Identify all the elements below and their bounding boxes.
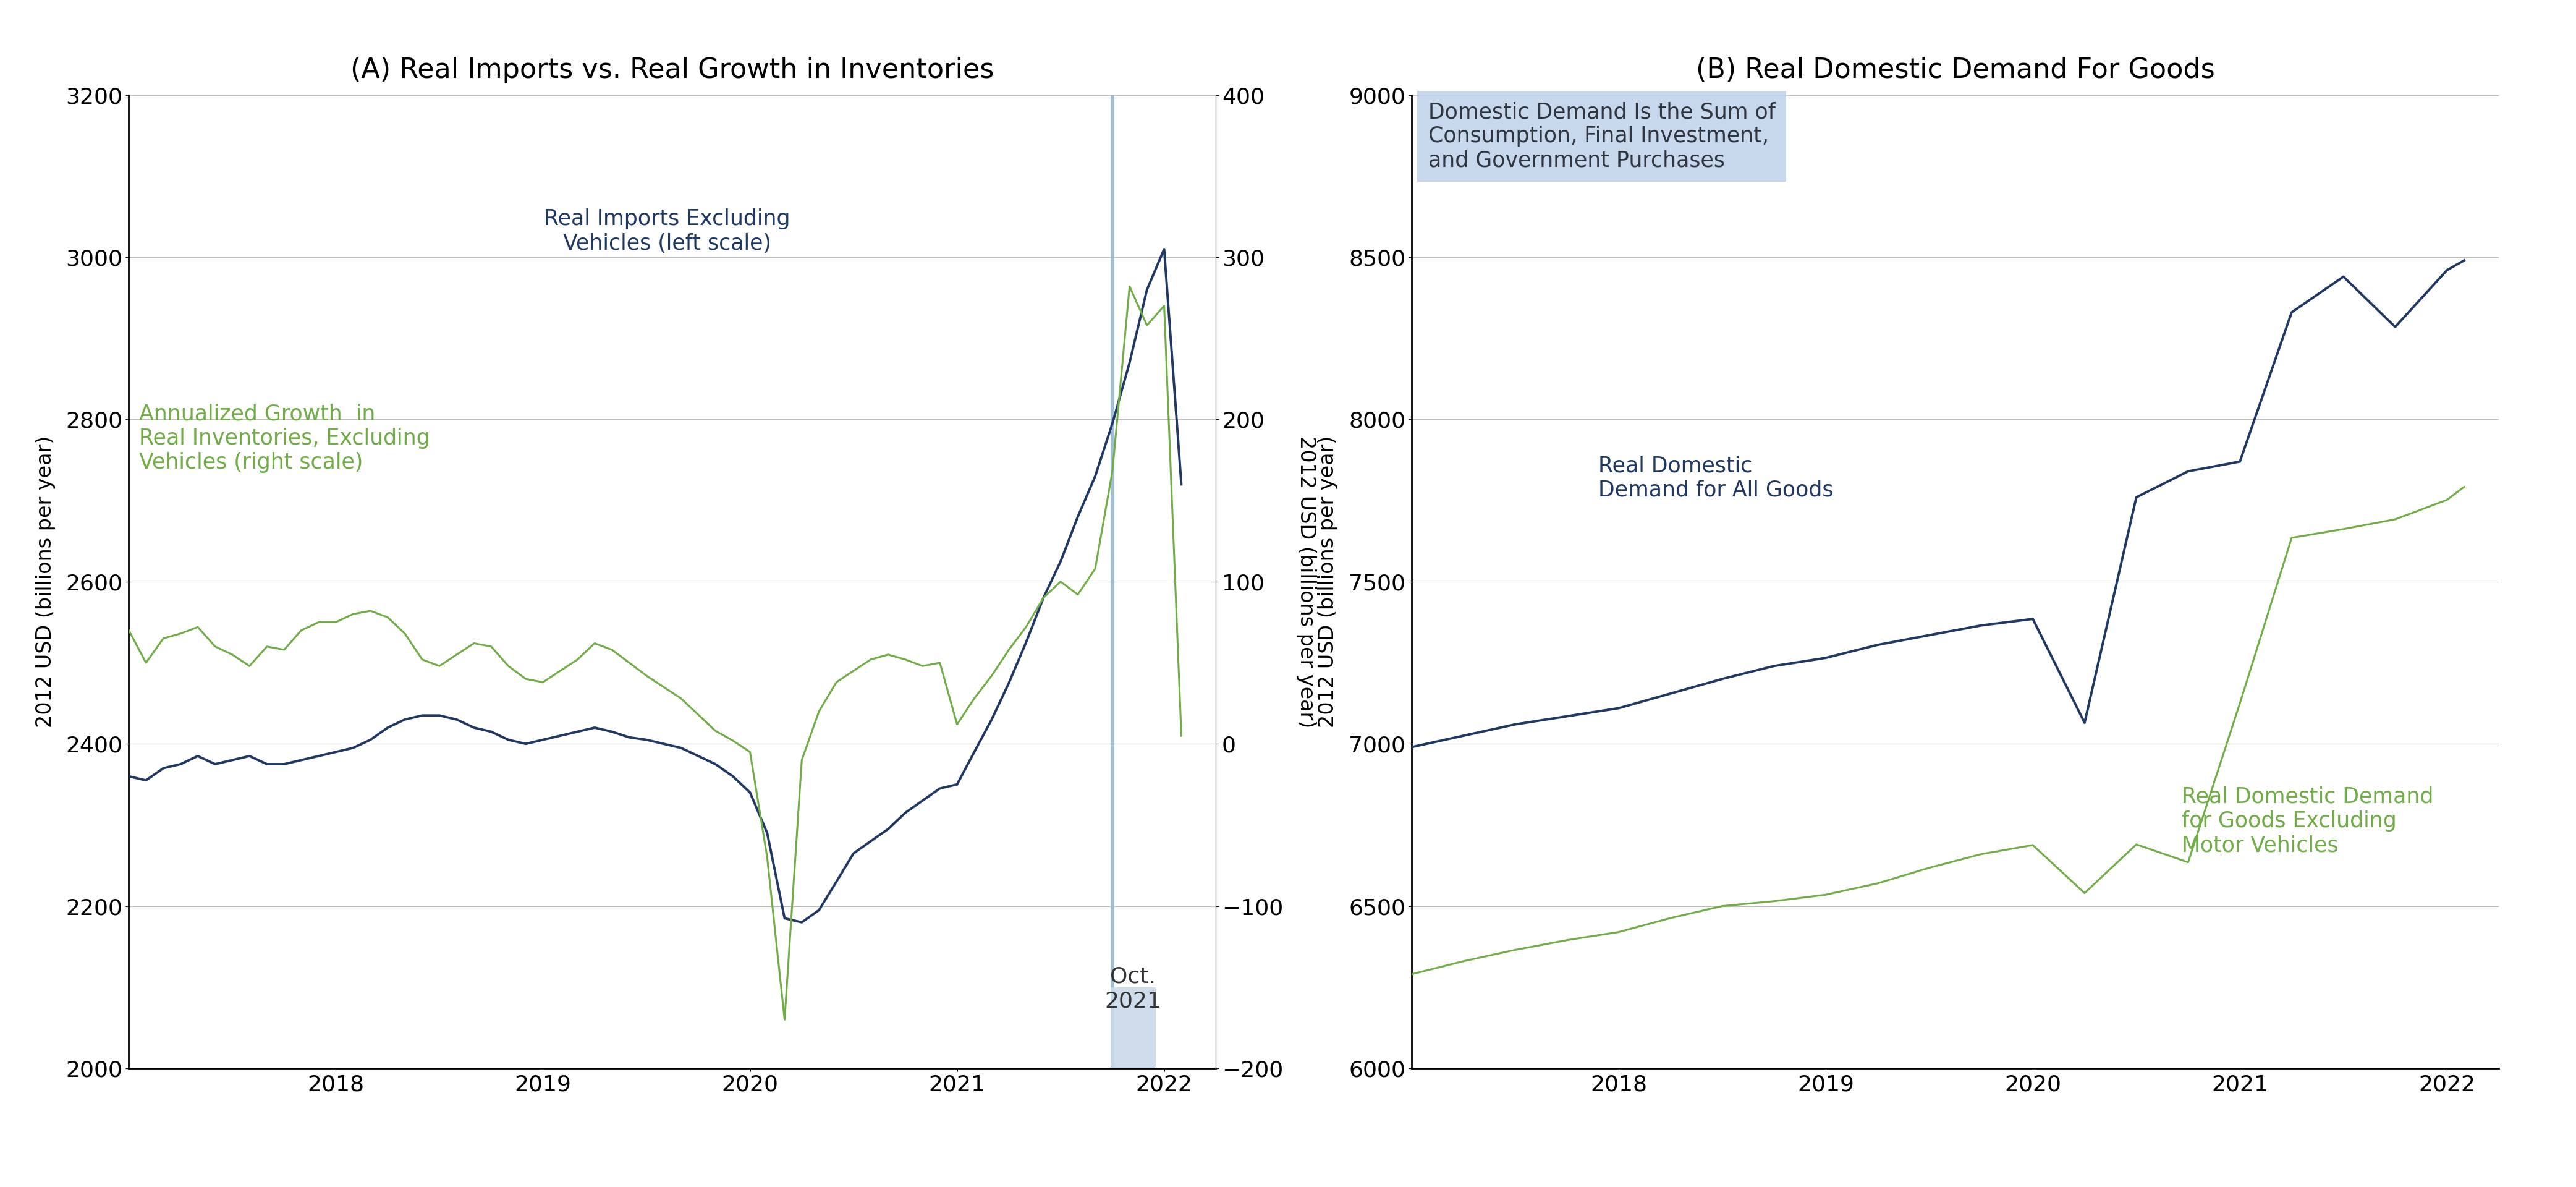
Title: (B) Real Domestic Demand For Goods: (B) Real Domestic Demand For Goods — [1695, 57, 2215, 83]
Bar — [1110, 988, 1157, 1068]
Text: Oct.
2021: Oct. 2021 — [1105, 966, 1162, 1011]
Text: Real Domestic
Demand for All Goods: Real Domestic Demand for All Goods — [1597, 455, 1834, 501]
Text: Real Imports Excluding
Vehicles (left scale): Real Imports Excluding Vehicles (left sc… — [544, 209, 791, 254]
Y-axis label: 2012 USD (billions per year): 2012 USD (billions per year) — [36, 436, 57, 728]
Y-axis label: 2012 USD (billions per year): 2012 USD (billions per year) — [1296, 436, 1316, 728]
Text: Real Domestic Demand
for Goods Excluding
Motor Vehicles: Real Domestic Demand for Goods Excluding… — [2182, 786, 2434, 856]
Text: Annualized Growth  in
Real Inventories, Excluding
Vehicles (right scale): Annualized Growth in Real Inventories, E… — [139, 404, 430, 472]
Bar — [1309, 95, 1412, 1068]
Bar — [1110, 95, 1115, 1068]
Text: Domestic Demand Is the Sum of
Consumption, Final Investment,
and Government Purc: Domestic Demand Is the Sum of Consumptio… — [1427, 101, 1775, 171]
Title: (A) Real Imports vs. Real Growth in Inventories: (A) Real Imports vs. Real Growth in Inve… — [350, 57, 994, 83]
Y-axis label: 2012 USD (billions per year): 2012 USD (billions per year) — [1319, 436, 1340, 728]
